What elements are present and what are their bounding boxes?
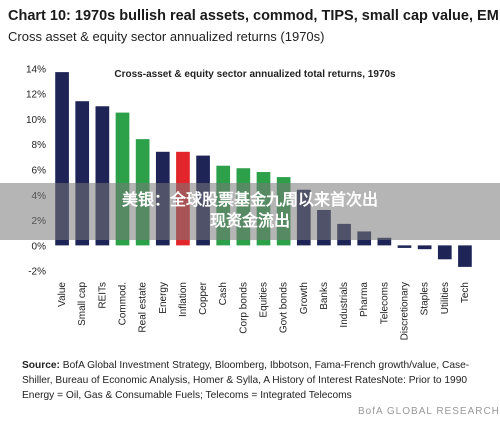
x-tick-label: Pharma <box>359 282 370 317</box>
x-tick-label: Copper <box>198 281 209 314</box>
x-tick-label: Real estate <box>138 282 149 333</box>
x-tick-label: Staples <box>420 282 431 315</box>
source-text: BofA Global Investment Strategy, Bloombe… <box>22 360 470 401</box>
y-tick-label: -2% <box>28 267 46 278</box>
x-tick-label: Equities <box>259 282 270 318</box>
y-tick-label: 8% <box>32 140 47 151</box>
annotation: Cross-asset & equity sector annualized t… <box>114 69 396 80</box>
bar <box>377 237 392 246</box>
bar <box>417 245 432 250</box>
bar <box>437 245 452 260</box>
y-tick-label: 12% <box>26 90 46 101</box>
x-tick-label: Growth <box>299 282 310 314</box>
x-tick-label: Tech <box>460 282 471 303</box>
x-tick-label: Telecoms <box>379 282 390 324</box>
bar <box>458 245 472 267</box>
y-tick-label: 10% <box>26 115 46 126</box>
y-tick-label: 0% <box>32 241 47 252</box>
chart-title: Chart 10: 1970s bullish real assets, com… <box>8 8 499 24</box>
x-tick-label: Govt bonds <box>279 282 290 333</box>
banner-line: 现资金流出 <box>209 211 290 230</box>
bar <box>397 245 412 248</box>
chart-subtitle: Cross asset & equity sector annualized r… <box>8 29 325 44</box>
x-tick-label: Small cap <box>77 282 88 326</box>
x-tick-label: Cash <box>218 282 229 305</box>
x-tick-label: Discretionary <box>400 282 411 340</box>
source: Source: BofA Global Investment Strategy,… <box>22 358 478 403</box>
x-tick-label: Banks <box>319 282 330 310</box>
y-tick-label: 14% <box>26 64 46 75</box>
x-tick-label: Corp bonds <box>238 282 249 334</box>
x-tick-label: Value <box>57 282 68 307</box>
y-tick-label: 6% <box>32 166 47 177</box>
x-tick-label: REITs <box>97 282 108 309</box>
x-tick-label: Utilities <box>440 282 451 314</box>
watermark: BofA GLOBAL RESEARCH <box>358 406 500 417</box>
x-tick-label: Commod. <box>118 282 129 325</box>
source-label: Source: <box>22 360 60 371</box>
x-tick-label: Energy <box>158 282 169 314</box>
banner: 美银：全球股票基金九周以来首次出 现资金流出 <box>0 183 500 240</box>
x-tick-label: Inflation <box>178 282 189 317</box>
x-tick-label: Industrials <box>339 282 350 328</box>
banner-line: 美银：全球股票基金九周以来首次出 <box>121 190 378 209</box>
